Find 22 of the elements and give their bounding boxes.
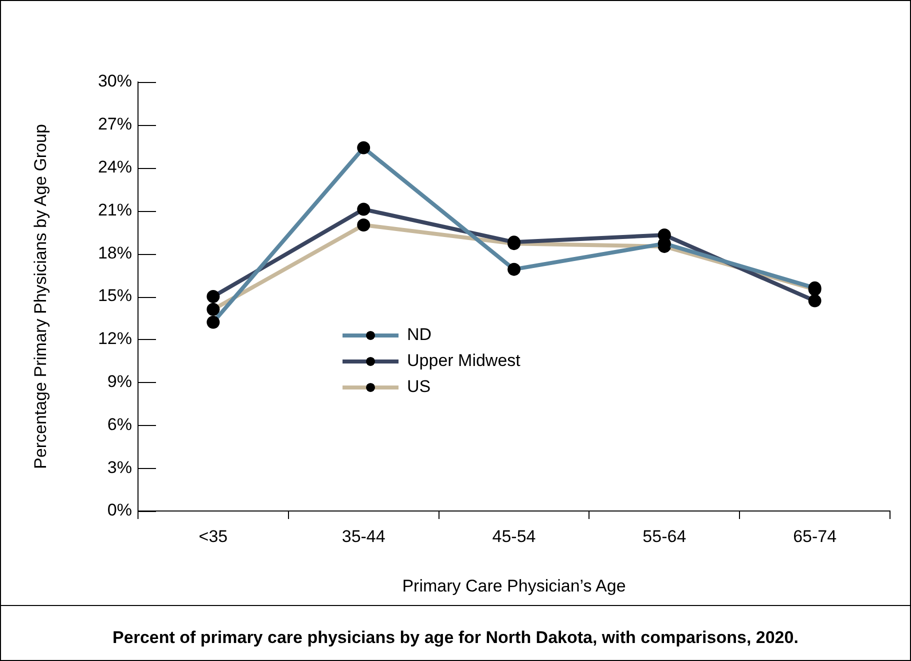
text: Percent of primary care physicians by age for North Dakota, with comparisons, 2020. bbox=[1, 605, 910, 648]
y-tick-label: 27% bbox=[98, 114, 132, 134]
y-tick-label: 24% bbox=[98, 157, 132, 176]
x-tick-label: 35-44 bbox=[342, 526, 386, 546]
x-tick-label: 65-74 bbox=[793, 526, 837, 546]
x-axis-title: Primary Care Physician’s Age bbox=[402, 576, 626, 596]
legend-label: US bbox=[407, 377, 431, 396]
y-tick-label: 12% bbox=[98, 329, 132, 348]
y-tick-label: 3% bbox=[107, 458, 132, 477]
y-axis-title: Percentage Primary Physicians by Age Group bbox=[30, 124, 50, 469]
y-tick-label: 0% bbox=[107, 500, 132, 520]
legend-label: Upper Midwest bbox=[407, 351, 521, 370]
y-tick-label: 15% bbox=[98, 286, 132, 306]
x-tick-label: 55-64 bbox=[642, 526, 686, 546]
y-tick-label: 18% bbox=[98, 243, 132, 262]
x-tick-label: 45-54 bbox=[492, 526, 536, 546]
y-tick-label: 9% bbox=[107, 372, 132, 391]
y-tick-label: 6% bbox=[107, 414, 132, 434]
y-tick-label: 30% bbox=[98, 72, 132, 91]
y-tick-label: 21% bbox=[98, 200, 132, 220]
legend-label: ND bbox=[407, 325, 432, 344]
x-tick-label: <35 bbox=[198, 526, 228, 546]
